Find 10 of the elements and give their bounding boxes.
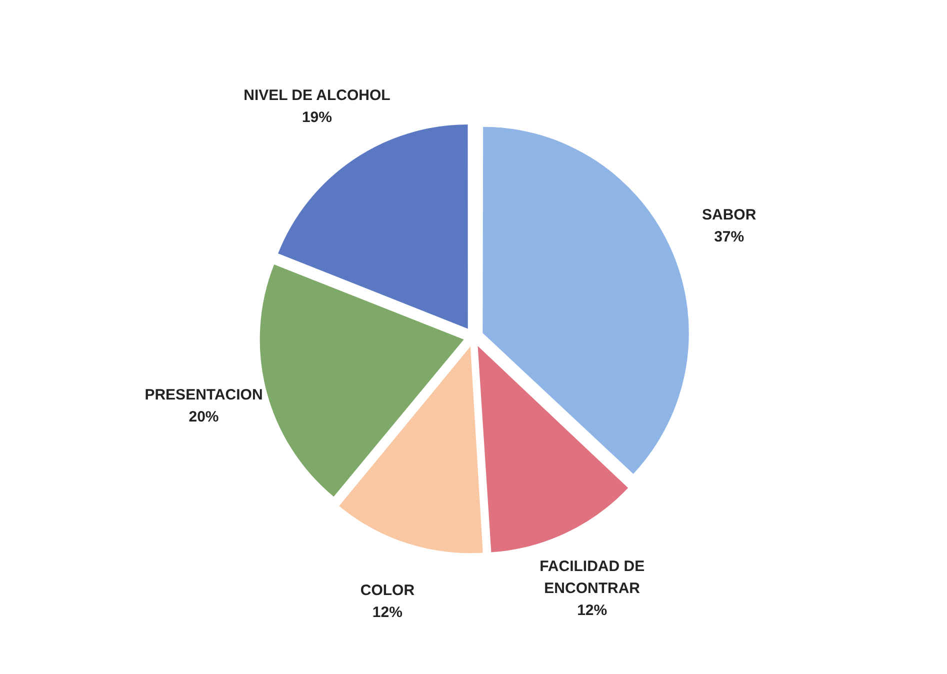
data-label: 12% — [372, 604, 402, 622]
data-label: 37% — [714, 228, 744, 246]
slice-label: PRESENTACION — [144, 386, 263, 404]
slice-label: FACILIDAD DE ENCONTRAR — [540, 558, 645, 598]
slice-label: NIVEL DE ALCOHOL — [244, 86, 390, 104]
data-label: 12% — [577, 602, 608, 620]
data-label: 20% — [188, 408, 219, 426]
data-label: 19% — [302, 108, 332, 126]
slice-label: COLOR — [360, 582, 415, 600]
slice-label: SABOR — [702, 206, 756, 224]
